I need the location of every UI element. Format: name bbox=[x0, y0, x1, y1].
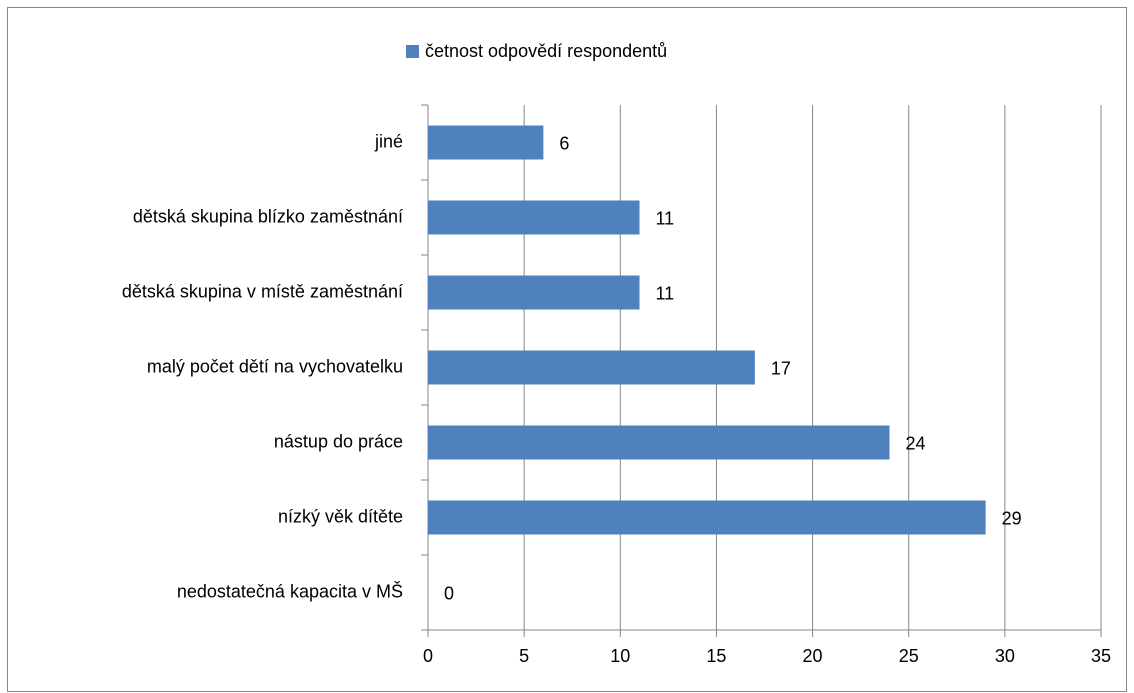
x-tick-label: 30 bbox=[995, 646, 1015, 666]
x-tick-label: 5 bbox=[519, 646, 529, 666]
legend-swatch bbox=[406, 45, 419, 58]
value-label: 6 bbox=[559, 133, 569, 153]
bar bbox=[428, 425, 890, 460]
bar bbox=[428, 200, 640, 235]
y-tick-label: dětská skupina v místě zaměstnání bbox=[122, 281, 403, 301]
bar bbox=[428, 275, 640, 310]
y-tick-label: nástup do práce bbox=[274, 431, 403, 451]
value-label: 17 bbox=[771, 358, 791, 378]
value-label: 24 bbox=[905, 433, 925, 453]
bar bbox=[428, 500, 986, 535]
value-label: 11 bbox=[656, 208, 675, 228]
y-tick-label: malý počet dětí na vychovatelku bbox=[147, 356, 403, 376]
x-tick-label: 25 bbox=[899, 646, 919, 666]
x-tick-label: 15 bbox=[706, 646, 726, 666]
legend-label: četnost odpovědí respondentů bbox=[425, 41, 667, 61]
x-tick-label: 10 bbox=[610, 646, 630, 666]
y-tick-label: nízký věk dítěte bbox=[278, 506, 403, 526]
x-tick-label: 35 bbox=[1091, 646, 1111, 666]
value-label: 0 bbox=[444, 583, 454, 603]
y-tick-label: nedostatečná kapacita v MŠ bbox=[177, 580, 403, 601]
value-label: 29 bbox=[1002, 508, 1022, 528]
value-label: 11 bbox=[656, 283, 675, 303]
chart-border bbox=[7, 7, 1127, 692]
y-tick-label: dětská skupina blízko zaměstnání bbox=[133, 206, 403, 226]
y-tick-label: jiné bbox=[374, 131, 403, 151]
x-tick-label: 20 bbox=[803, 646, 823, 666]
bar bbox=[428, 125, 544, 160]
bar bbox=[428, 350, 755, 385]
x-tick-label: 0 bbox=[423, 646, 433, 666]
